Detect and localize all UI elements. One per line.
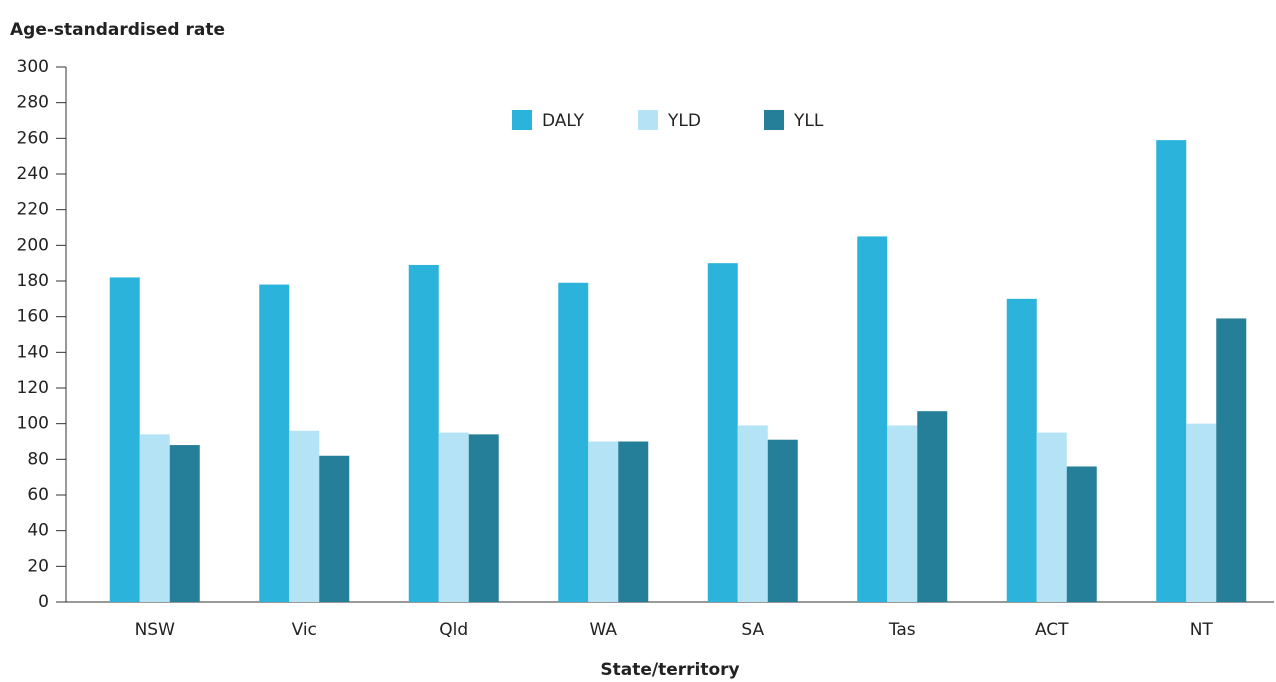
y-tick-label: 0 [38,592,49,612]
legend-label: DALY [542,111,585,131]
y-tick-label: 280 [17,93,49,113]
x-tick-label: NT [1190,620,1214,640]
bar [1006,298,1037,602]
x-tick-label: NSW [135,620,176,640]
bar [109,277,140,602]
bar [289,430,320,602]
y-tick-label: 260 [17,128,49,148]
legend-swatch [764,110,784,130]
bar [887,425,918,602]
x-tick-label: Qld [439,620,468,640]
y-tick-label: 180 [17,271,49,291]
x-tick-label: Vic [292,620,317,640]
bar [438,432,469,602]
bar [1156,140,1187,602]
bar [588,441,619,602]
bar [1036,432,1067,602]
x-axis-title: State/territory [600,660,739,680]
bar [1216,318,1247,602]
x-tick-label: WA [589,620,617,640]
y-axis-title: Age-standardised rate [10,20,225,40]
bar [857,236,888,602]
y-tick-label: 220 [17,200,49,220]
y-tick-label: 40 [27,521,49,541]
y-tick-label: 100 [17,414,49,434]
y-tick-label: 300 [17,57,49,77]
y-tick-label: 20 [27,556,49,576]
y-tick-label: 200 [17,235,49,255]
bar [558,282,589,602]
bar [1066,466,1097,602]
bar [468,434,499,602]
x-tick-label: Tas [888,620,916,640]
y-tick-label: 80 [27,449,49,469]
x-tick-label: SA [741,620,764,640]
y-tick-label: 240 [17,164,49,184]
legend-swatch [512,110,532,130]
bar [408,264,439,602]
bar [319,455,350,602]
legend-swatch [638,110,658,130]
x-tick-label: ACT [1035,620,1069,640]
bar [767,439,798,602]
bar [1186,423,1217,602]
legend-label: YLD [667,111,701,131]
bar [259,284,290,602]
bar [618,441,649,602]
y-tick-label: 140 [17,342,49,362]
legend-label: YLL [793,111,824,131]
bar [737,425,768,602]
bar [139,434,170,602]
bar [917,411,948,602]
bar [169,445,200,602]
bar [707,263,738,602]
y-tick-label: 160 [17,307,49,327]
y-tick-label: 120 [17,378,49,398]
y-tick-label: 60 [27,485,49,505]
